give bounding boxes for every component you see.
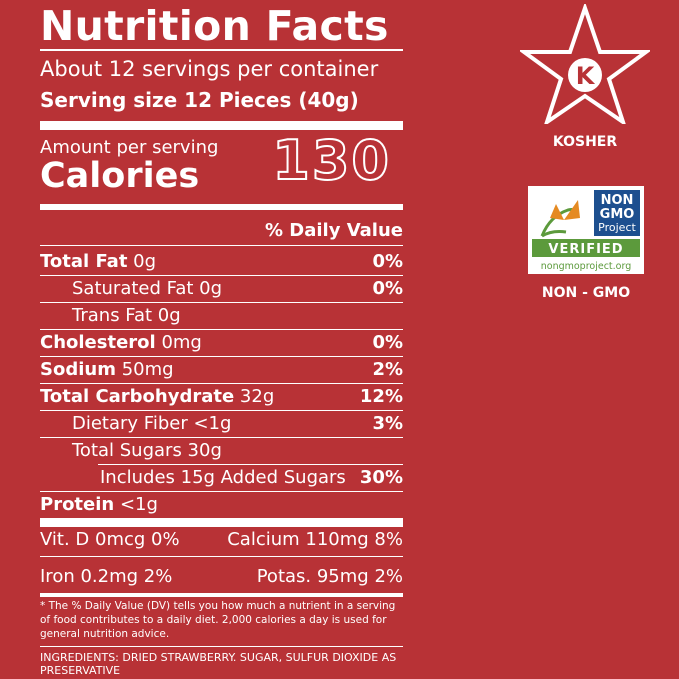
non-gmo-line2: GMO bbox=[600, 207, 635, 222]
thick-divider bbox=[40, 121, 403, 130]
row-divider bbox=[40, 491, 403, 492]
kosher-label: KOSHER bbox=[552, 134, 618, 150]
thick-divider bbox=[40, 518, 403, 527]
nutrient-name: Saturated Fat 0g bbox=[72, 278, 223, 299]
kosher-badge: K KOSHER bbox=[520, 4, 650, 150]
nutrition-facts-title: Nutrition Facts bbox=[40, 2, 389, 50]
nutrient-row: Cholesterol 0mg 0% bbox=[40, 330, 403, 356]
row-divider bbox=[40, 302, 403, 303]
nutrient-row: Trans Fat 0g bbox=[40, 303, 403, 329]
non-gmo-verified: VERIFIED bbox=[548, 242, 623, 257]
row-divider bbox=[40, 329, 403, 330]
row-divider bbox=[40, 437, 403, 438]
nutrient-name: Total Fat 0g bbox=[40, 251, 157, 272]
medium-divider bbox=[40, 593, 403, 597]
nutrient-name: Trans Fat 0g bbox=[72, 305, 181, 326]
vitamin-d: Vit. D 0mcg 0% bbox=[40, 529, 180, 550]
daily-value-header: % Daily Value bbox=[264, 220, 403, 241]
nutrient-name: Protein <1g bbox=[40, 494, 158, 515]
row-divider bbox=[98, 464, 403, 465]
nutrient-dv: 3% bbox=[372, 413, 403, 434]
nutrient-name: Cholesterol 0mg bbox=[40, 332, 202, 353]
nutrient-row: Total Sugars 30g bbox=[40, 438, 403, 464]
row-divider bbox=[40, 556, 403, 557]
kosher-star-icon: K bbox=[520, 4, 650, 124]
nutrient-name: Total Carbohydrate 32g bbox=[40, 386, 275, 407]
nutrient-name: Total Sugars 30g bbox=[72, 440, 222, 461]
divider bbox=[40, 245, 403, 246]
ingredients: INGREDIENTS: DRIED STRAWBERRY. SUGAR, SU… bbox=[40, 651, 397, 677]
nutrient-row: Includes 15g Added Sugars 30% bbox=[40, 465, 403, 491]
non-gmo-url: nongmoproject.org bbox=[541, 261, 632, 272]
servings-per-container: About 12 servings per container bbox=[40, 57, 379, 81]
non-gmo-logo: NON GMO Project VERIFIED nongmoproject.o… bbox=[528, 186, 644, 274]
calories-value: 130 bbox=[271, 129, 391, 192]
nutrient-row: Total Carbohydrate 32g 12% bbox=[40, 384, 403, 410]
non-gmo-verified-badge: NON GMO Project VERIFIED nongmoproject.o… bbox=[528, 186, 644, 274]
amount-per-serving-label: Amount per serving bbox=[40, 137, 219, 158]
nutrient-row: Total Fat 0g 0% bbox=[40, 249, 403, 275]
non-gmo-line3: Project bbox=[598, 221, 636, 234]
butterfly-icon bbox=[550, 204, 564, 220]
nutrient-name: Includes 15g Added Sugars bbox=[100, 467, 346, 488]
kosher-letter: K bbox=[576, 62, 596, 90]
nutrient-dv: 0% bbox=[372, 278, 403, 299]
iron: Iron 0.2mg 2% bbox=[40, 566, 173, 587]
nutrient-row: Protein <1g bbox=[40, 492, 403, 518]
medium-divider bbox=[40, 204, 403, 210]
daily-value-footnote: * The % Daily Value (DV) tells you how m… bbox=[40, 600, 396, 640]
nutrient-dv: 0% bbox=[372, 251, 403, 272]
nutrient-dv: 30% bbox=[359, 467, 403, 488]
nutrient-dv: 12% bbox=[359, 386, 403, 407]
calcium: Calcium 110mg 8% bbox=[227, 529, 403, 550]
nutrient-dv: 2% bbox=[372, 359, 403, 380]
nutrient-name: Dietary Fiber <1g bbox=[72, 413, 232, 434]
nutrient-row: Dietary Fiber <1g 3% bbox=[40, 411, 403, 437]
non-gmo-label: NON - GMO bbox=[541, 285, 631, 301]
potassium: Potas. 95mg 2% bbox=[256, 566, 403, 587]
serving-size: Serving size 12 Pieces (40g) bbox=[40, 88, 359, 112]
nutrient-dv: 0% bbox=[372, 332, 403, 353]
row-divider bbox=[40, 275, 403, 276]
row-divider bbox=[40, 410, 403, 411]
non-gmo-line1: NON bbox=[601, 193, 634, 208]
row-divider bbox=[40, 356, 403, 357]
divider bbox=[40, 49, 403, 51]
divider bbox=[40, 646, 403, 647]
row-divider bbox=[40, 383, 403, 384]
nutrient-row: Sodium 50mg 2% bbox=[40, 357, 403, 383]
nutrient-row: Saturated Fat 0g 0% bbox=[40, 276, 403, 302]
nutrient-name: Sodium 50mg bbox=[40, 359, 174, 380]
calories-label: Calories bbox=[40, 156, 200, 196]
